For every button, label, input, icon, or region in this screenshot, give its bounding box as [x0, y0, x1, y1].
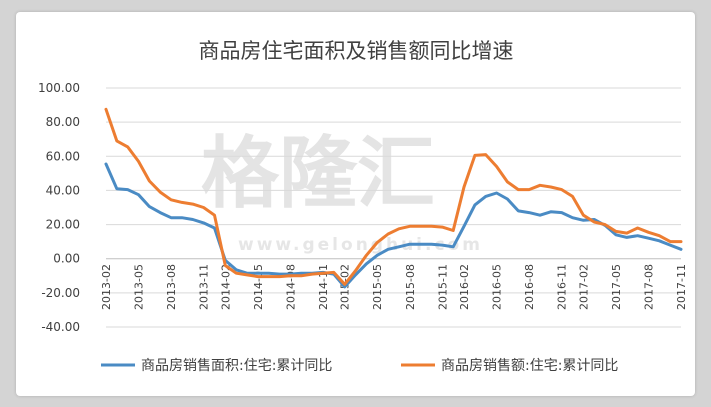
legend: 商品房销售面积:住宅:累计同比 商品房销售额:住宅:累计同比: [101, 358, 618, 374]
x-tick-label: 2017-05: [610, 264, 623, 310]
chart-frame: 格隆汇 www.gelonghui.com 商品房住宅面积及销售额同比增速 10…: [16, 12, 695, 396]
watermark: 格隆汇 www.gelonghui.com: [201, 129, 483, 255]
gridlines: [106, 87, 681, 328]
x-tick-label: 2017-11: [675, 264, 688, 310]
y-tick-label: 0.00: [53, 252, 80, 266]
x-tick-label: 2016-05: [491, 264, 504, 310]
x-tick-label: 2016-08: [523, 264, 536, 310]
legend-label: 商品房销售额:住宅:累计同比: [441, 358, 618, 374]
y-tick-label: 60.00: [46, 149, 80, 163]
series-line-sales: [104, 107, 683, 286]
x-tick-label: 2013-02: [100, 264, 113, 310]
watermark-logo-text: 格隆汇: [201, 129, 435, 219]
y-tick-label: 100.00: [38, 81, 80, 95]
x-tick-label: 2017-08: [642, 264, 655, 310]
x-axis-tick-labels: 2013-02 2013-05 2013-08 2013-11 2014-02 2014-…: [100, 264, 688, 310]
legend-label: 商品房销售面积:住宅:累计同比: [141, 358, 332, 374]
chart-title: 商品房住宅面积及销售额同比增速: [199, 39, 514, 63]
series-line-area: [104, 162, 683, 289]
x-tick-label: 2015-08: [404, 264, 417, 310]
series-lines: [104, 107, 683, 289]
x-tick-label: 2016-02: [458, 264, 471, 310]
y-tick-label: -40.00: [41, 320, 80, 334]
chart-canvas: 格隆汇 www.gelonghui.com 商品房住宅面积及销售额同比增速 10…: [38, 39, 688, 374]
x-tick-label: 2014-05: [252, 264, 265, 310]
x-tick-label: 2013-08: [165, 264, 178, 310]
x-tick-label: 2014-02: [219, 264, 232, 310]
y-axis-tick-labels: 100.00 80.00 60.00 40.00 20.00 0.00 -20.00 -40.…: [38, 81, 80, 334]
x-tick-label: 2015-11: [436, 264, 449, 310]
y-tick-label: 40.00: [46, 183, 80, 197]
x-tick-label: 2016-11: [556, 264, 569, 310]
y-tick-label: -20.00: [41, 286, 80, 300]
watermark-url-text: www.gelonghui.com: [238, 235, 483, 255]
x-tick-label: 2017-02: [577, 264, 590, 310]
x-tick-label: 2013-11: [198, 264, 211, 310]
x-tick-label: 2013-05: [133, 264, 146, 310]
x-tick-label: 2014-08: [284, 264, 297, 310]
y-tick-label: 80.00: [46, 115, 80, 129]
y-tick-label: 20.00: [46, 218, 80, 232]
x-tick-label: 2015-05: [371, 264, 384, 310]
x-tick-label: 2014-11: [317, 264, 330, 310]
